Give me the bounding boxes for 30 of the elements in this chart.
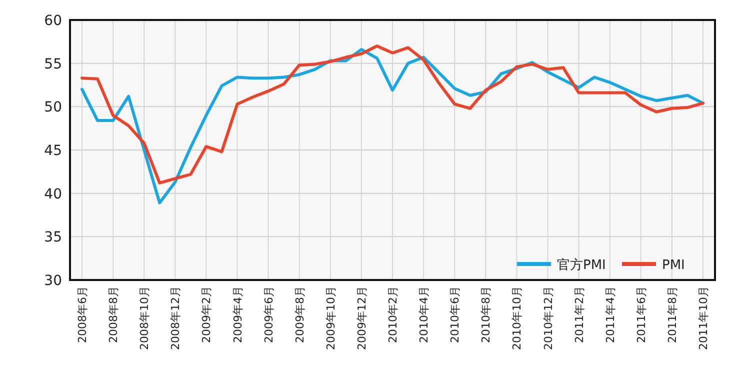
x-tick-label: 2011年6月 xyxy=(634,286,648,343)
x-tick-label: 2010年8月 xyxy=(480,286,493,343)
y-tick-label: 45 xyxy=(44,143,62,159)
x-tick-label: 2008年10月 xyxy=(138,286,152,350)
y-tick-label: 30 xyxy=(44,273,62,289)
x-tick-label: 2010年12月 xyxy=(542,286,555,350)
y-tick-label: 35 xyxy=(44,230,62,246)
x-tick-label: 2010年10月 xyxy=(510,286,524,350)
x-tick-label: 2008年6月 xyxy=(76,286,89,343)
x-tick-label: 2009年10月 xyxy=(324,286,338,350)
y-tick-label: 55 xyxy=(44,56,62,72)
legend-label: 官方PMI xyxy=(557,257,606,273)
x-tick-label: 2009年8月 xyxy=(293,286,306,343)
legend-label: PMI xyxy=(662,258,685,273)
x-tick-label: 2009年6月 xyxy=(262,286,276,343)
x-tick-label: 2011年2月 xyxy=(572,286,586,343)
y-tick-label: 40 xyxy=(44,186,62,202)
x-tick-label: 2009年4月 xyxy=(231,286,244,343)
x-tick-label: 2010年4月 xyxy=(418,286,431,343)
x-tick-label: 2008年8月 xyxy=(107,286,120,343)
y-tick-label: 50 xyxy=(44,100,62,116)
x-tick-label: 2010年6月 xyxy=(448,286,462,343)
x-tick-label: 2009年12月 xyxy=(355,286,368,350)
x-tick-label: 2009年2月 xyxy=(200,286,214,343)
x-tick-label: 2011年10月 xyxy=(697,286,710,350)
x-tick-label: 2010年2月 xyxy=(386,286,400,343)
x-tick-label: 2008年12月 xyxy=(169,286,182,350)
x-tick-label: 2011年8月 xyxy=(666,286,679,343)
x-tick-label: 2011年4月 xyxy=(604,286,617,343)
y-tick-label: 60 xyxy=(44,13,62,29)
